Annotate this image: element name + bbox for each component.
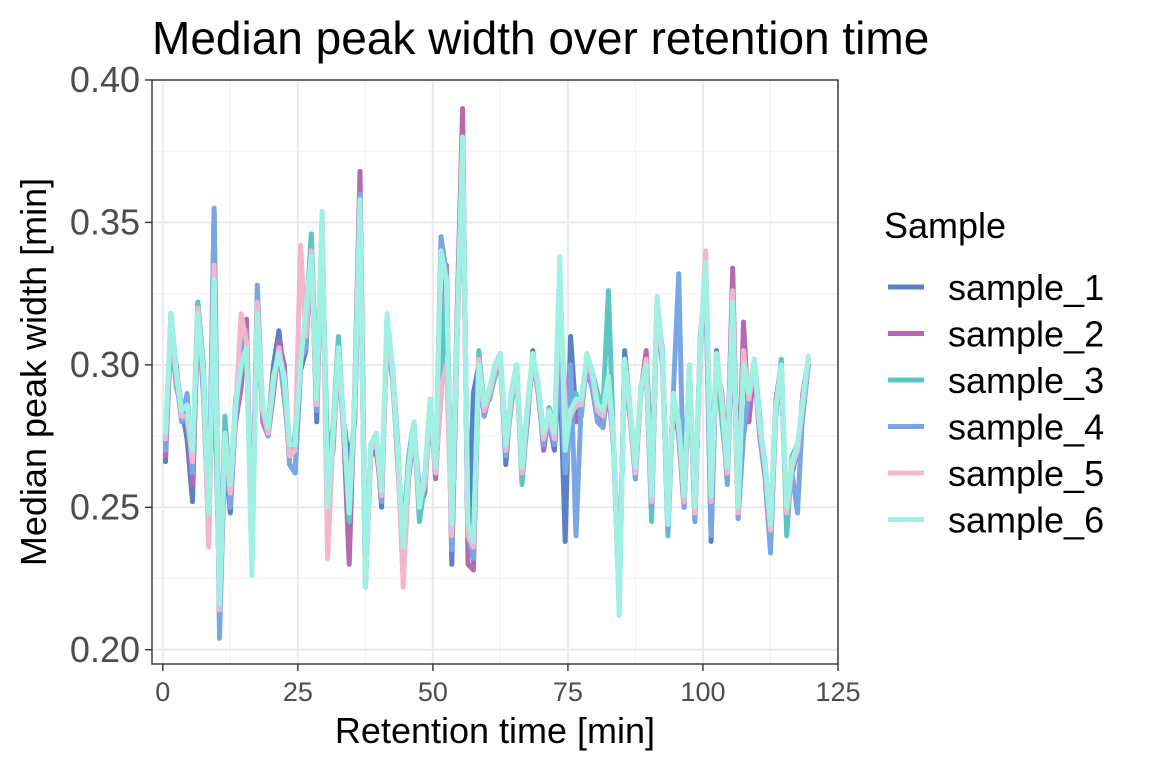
plot-panel bbox=[151, 78, 840, 665]
x-tick-label: 25 bbox=[283, 677, 313, 707]
legend-label-sample_1: sample_1 bbox=[948, 267, 1104, 308]
x-tick-label: 75 bbox=[553, 677, 583, 707]
panel-border bbox=[151, 79, 839, 665]
legend-label-sample_5: sample_5 bbox=[948, 453, 1104, 494]
y-tick-label: 0.25 bbox=[70, 486, 140, 527]
legend-label-sample_6: sample_6 bbox=[948, 500, 1104, 541]
series-lines bbox=[163, 106, 811, 641]
y-axis: 0.20 0.25 0.30 0.35 0.40 bbox=[70, 59, 152, 670]
x-tick-label: 125 bbox=[815, 677, 860, 707]
chart-title: Median peak width over retention time bbox=[152, 12, 929, 64]
x-tick-label: 0 bbox=[155, 677, 170, 707]
legend-label-sample_2: sample_2 bbox=[948, 314, 1104, 355]
series-line-sample_6 bbox=[163, 134, 811, 619]
x-tick-label: 50 bbox=[418, 677, 448, 707]
x-axis: 0 25 50 75 100 125 bbox=[155, 664, 861, 707]
legend-label-sample_3: sample_3 bbox=[948, 360, 1104, 401]
x-tick-label: 100 bbox=[680, 677, 725, 707]
y-tick-label: 0.35 bbox=[70, 201, 140, 242]
legend: Sample sample_1 sample_2 sample_3 sample_4s… bbox=[884, 205, 1104, 541]
y-tick-label: 0.40 bbox=[70, 59, 140, 100]
y-tick-label: 0.30 bbox=[70, 344, 140, 385]
legend-label-sample_4: sample_4 bbox=[948, 407, 1104, 448]
y-tick-label: 0.20 bbox=[70, 629, 140, 670]
x-axis-title: Retention time [min] bbox=[335, 710, 655, 751]
legend-title: Sample bbox=[884, 205, 1006, 246]
y-axis-title: Median peak width [min] bbox=[13, 178, 54, 566]
